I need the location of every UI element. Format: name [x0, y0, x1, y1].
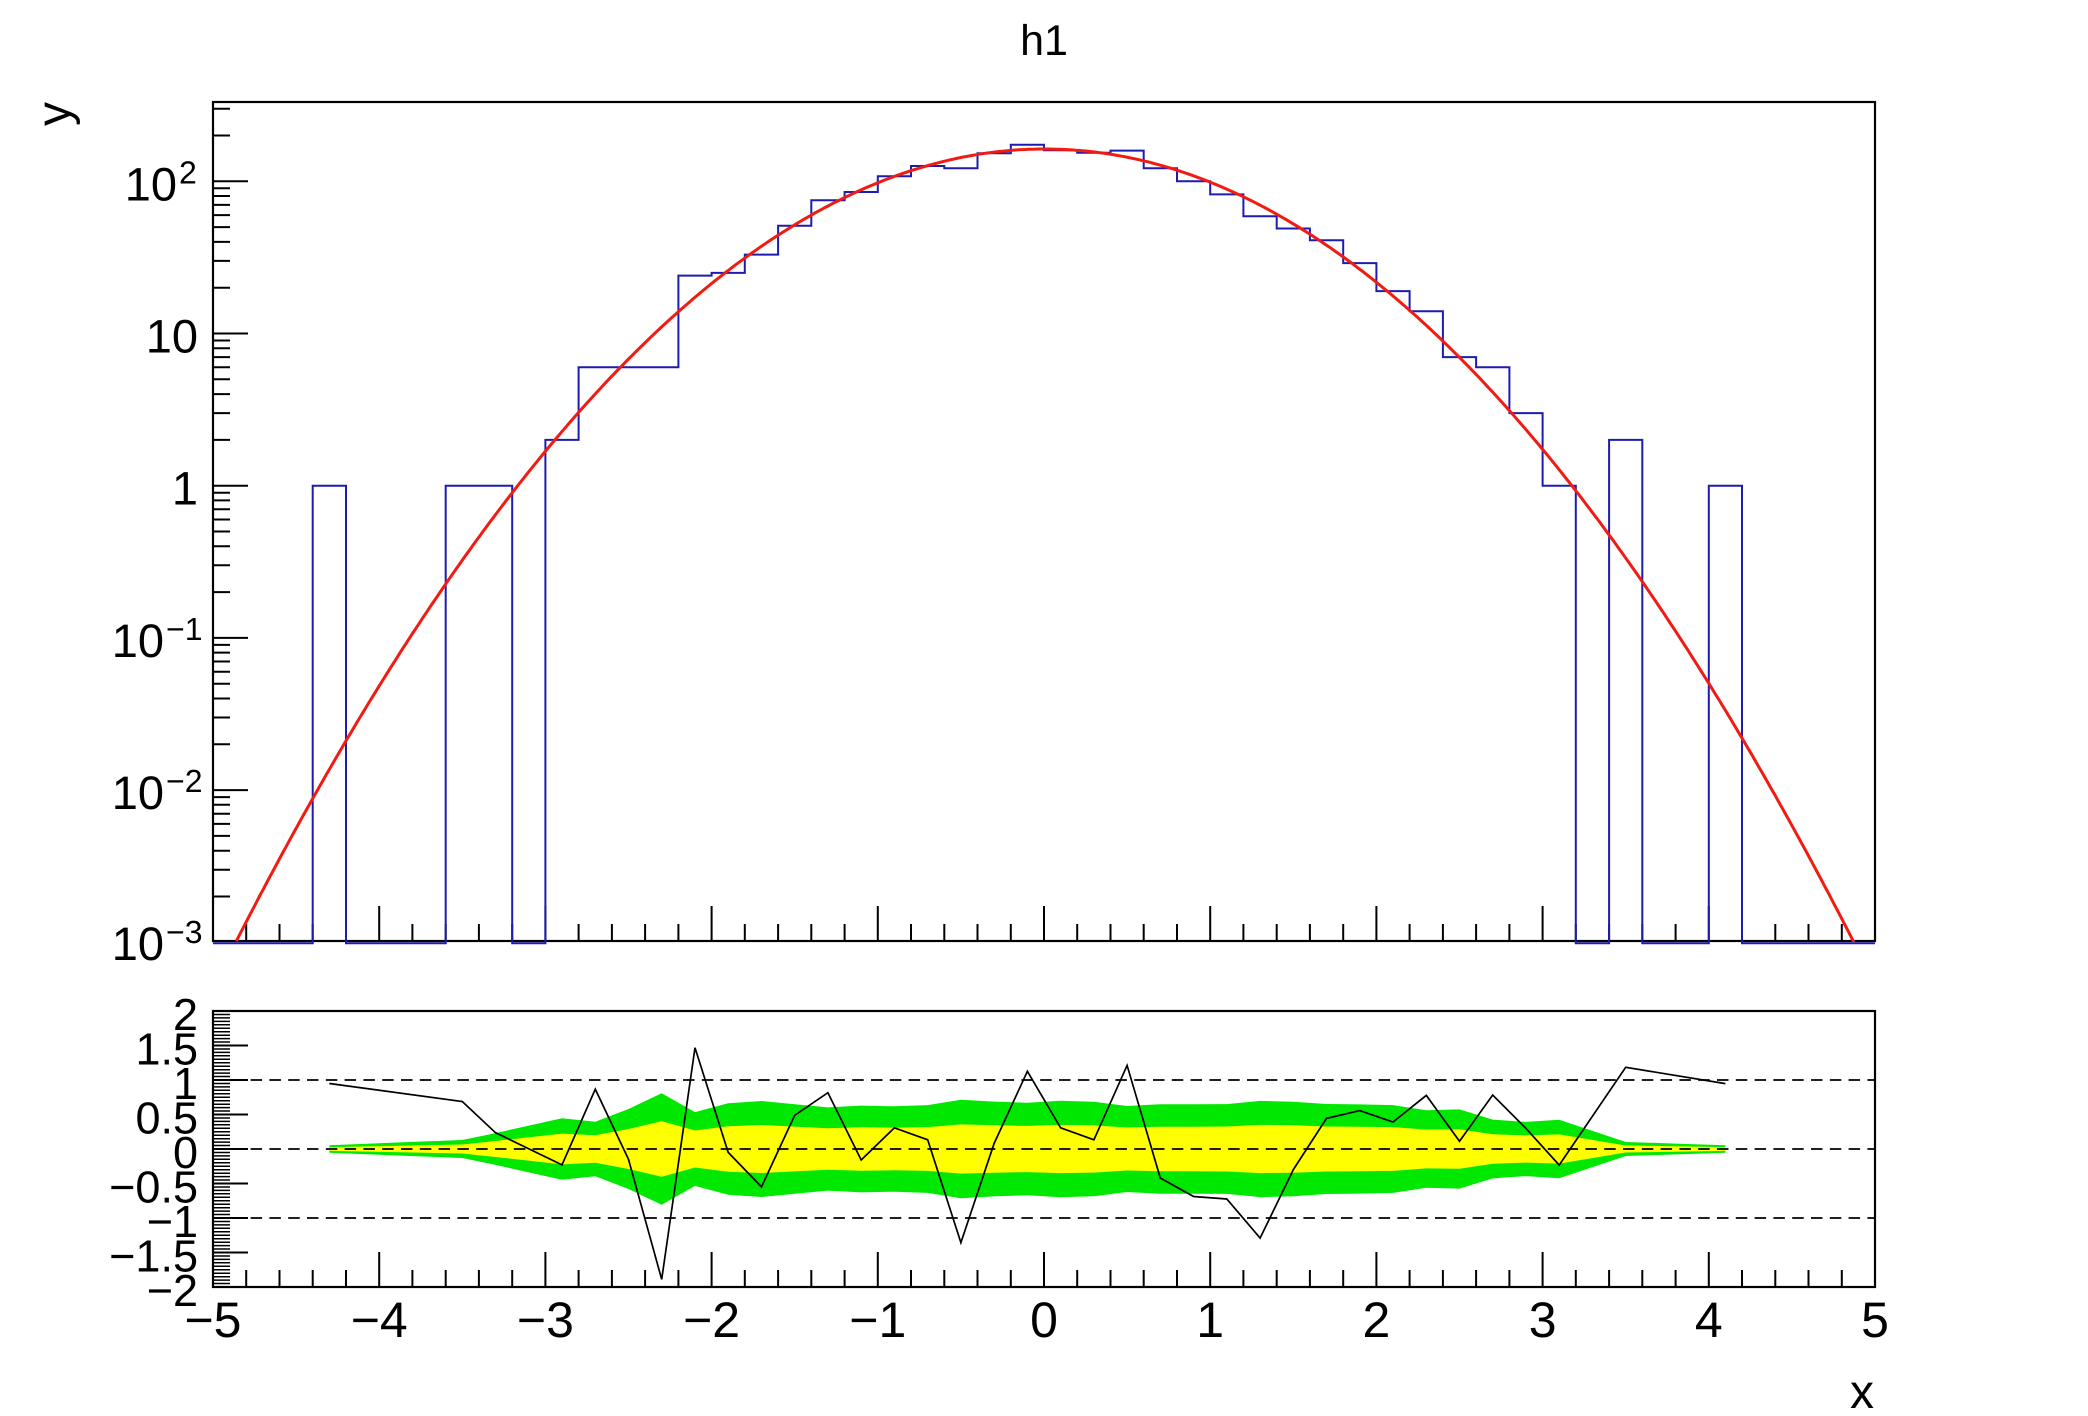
- svg-text:0: 0: [173, 1127, 198, 1178]
- svg-text:1.5: 1.5: [135, 1024, 198, 1075]
- svg-text:1: 1: [1196, 1292, 1224, 1348]
- svg-text:5: 5: [1861, 1292, 1889, 1348]
- svg-text:10: 10: [125, 157, 177, 210]
- svg-text:2: 2: [173, 989, 198, 1040]
- svg-text:10: 10: [112, 917, 164, 970]
- svg-text:y: y: [28, 102, 81, 126]
- svg-text:10: 10: [112, 614, 164, 667]
- svg-text:−4: −4: [351, 1292, 408, 1348]
- svg-text:−2: −2: [166, 763, 202, 799]
- svg-text:10: 10: [146, 310, 198, 363]
- svg-text:0.5: 0.5: [135, 1093, 198, 1144]
- svg-text:−1: −1: [166, 611, 202, 647]
- svg-text:−3: −3: [166, 914, 202, 950]
- svg-text:h1: h1: [1020, 17, 1068, 65]
- svg-text:3: 3: [1529, 1292, 1557, 1348]
- svg-text:−2: −2: [147, 1265, 198, 1316]
- svg-text:x: x: [1850, 1366, 1874, 1416]
- svg-text:−1: −1: [849, 1292, 906, 1348]
- svg-text:1: 1: [173, 1058, 198, 1109]
- svg-text:−0.5: −0.5: [109, 1162, 198, 1213]
- svg-text:−5: −5: [184, 1292, 241, 1348]
- svg-text:−1.5: −1.5: [109, 1231, 198, 1282]
- svg-text:−1: −1: [147, 1196, 198, 1247]
- svg-text:2: 2: [179, 154, 197, 190]
- svg-text:1: 1: [172, 462, 198, 515]
- svg-text:2: 2: [1362, 1292, 1390, 1348]
- svg-text:−2: −2: [683, 1292, 740, 1348]
- svg-text:−3: −3: [517, 1292, 574, 1348]
- svg-text:4: 4: [1695, 1292, 1723, 1348]
- svg-text:0: 0: [1030, 1292, 1058, 1348]
- svg-text:10: 10: [112, 766, 164, 819]
